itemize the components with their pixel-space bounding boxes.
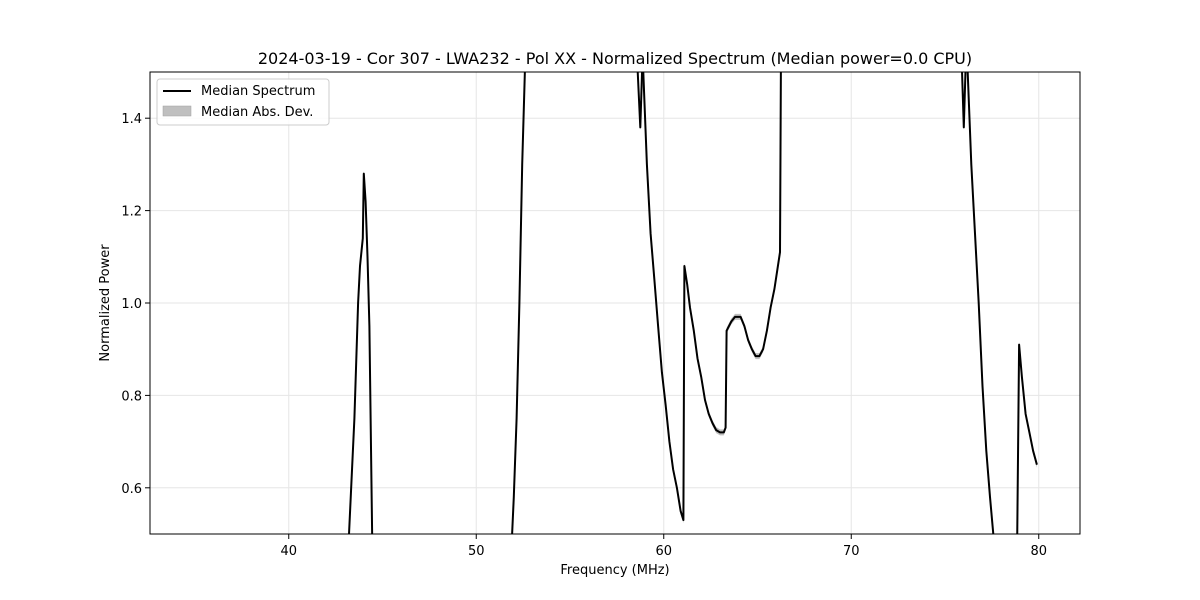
x-tick-label: 50 — [468, 544, 485, 559]
median-spectrum-segment-5 — [966, 72, 995, 534]
x-tick-label: 80 — [1030, 544, 1047, 559]
x-tick-label: 60 — [655, 544, 672, 559]
x-tick-label: 40 — [280, 544, 297, 559]
median-spectrum-segment-0 — [348, 172, 374, 534]
median-spectrum-segment-2 — [636, 72, 644, 129]
median-spectrum-segment-6 — [1016, 343, 1038, 534]
median-spectrum-segment-4 — [961, 72, 967, 129]
grid — [150, 72, 1080, 534]
y-axis-label: Normalized Power — [98, 244, 113, 362]
mad-band-segment-6 — [1017, 341, 1037, 534]
y-tick-label: 1.4 — [121, 112, 142, 127]
legend-label-median-spectrum: Median Spectrum — [201, 84, 315, 99]
legend-band-swatch — [162, 105, 192, 117]
median-spectrum-layer — [348, 72, 1038, 534]
mad-band-segment-0 — [348, 170, 373, 534]
median-spectrum-segment-3 — [642, 72, 782, 522]
x-axis-label: Frequency (MHz) — [560, 563, 669, 578]
legend-label-mad: Median Abs. Dev. — [201, 105, 313, 120]
y-tick-label: 0.6 — [121, 482, 142, 497]
chart-title: 2024-03-19 - Cor 307 - LWA232 - Pol XX -… — [258, 49, 972, 68]
legend-box — [156, 78, 330, 126]
y-tick-label: 1.2 — [121, 205, 142, 220]
x-tick-label: 70 — [843, 544, 860, 559]
y-tick-label: 0.8 — [121, 389, 142, 404]
ticks: 40 50 60 70 80 0.6 0.8 1.0 1.2 1.4 — [121, 112, 1047, 559]
legend: Median Spectrum Median Abs. Dev. — [156, 78, 330, 126]
median-spectrum-segment-1 — [511, 72, 526, 534]
y-tick-label: 1.0 — [121, 297, 142, 312]
